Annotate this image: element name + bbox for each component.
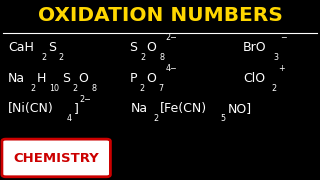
Text: 2: 2 <box>41 53 46 62</box>
Text: 4: 4 <box>67 114 72 123</box>
Text: H: H <box>37 72 46 85</box>
Text: 8: 8 <box>92 84 96 93</box>
Text: 2: 2 <box>153 114 158 123</box>
Text: S: S <box>62 72 70 85</box>
Text: 4−: 4− <box>165 64 177 73</box>
Text: ]: ] <box>74 102 78 115</box>
Text: 8: 8 <box>159 53 164 62</box>
Text: O: O <box>146 72 156 85</box>
Text: Na: Na <box>131 102 148 115</box>
Text: 2: 2 <box>72 84 77 93</box>
FancyBboxPatch shape <box>2 139 110 177</box>
Text: 5: 5 <box>221 114 226 123</box>
Text: −: − <box>280 33 287 42</box>
Text: S: S <box>130 41 138 54</box>
Text: O: O <box>147 41 156 54</box>
Text: [Fe(CN): [Fe(CN) <box>160 102 207 115</box>
Text: OXIDATION NUMBERS: OXIDATION NUMBERS <box>37 6 283 25</box>
Text: NO]: NO] <box>227 102 252 115</box>
Text: O: O <box>79 72 89 85</box>
Text: ClO: ClO <box>243 72 265 85</box>
Text: 2: 2 <box>58 53 63 62</box>
Text: CaH: CaH <box>8 41 34 54</box>
Text: BrO: BrO <box>243 41 267 54</box>
Text: 2: 2 <box>140 53 145 62</box>
Text: Na: Na <box>8 72 25 85</box>
Text: S: S <box>48 41 56 54</box>
Text: P: P <box>130 72 137 85</box>
Text: +: + <box>278 64 285 73</box>
Text: 2: 2 <box>139 84 144 93</box>
Text: 3: 3 <box>274 53 279 62</box>
Text: 2: 2 <box>30 84 35 93</box>
Text: 7: 7 <box>159 84 164 93</box>
Text: 2: 2 <box>272 84 277 93</box>
Text: 2−: 2− <box>80 94 92 103</box>
Text: CHEMISTRY: CHEMISTRY <box>13 152 99 165</box>
Text: [Ni(CN): [Ni(CN) <box>8 102 54 115</box>
Text: 2−: 2− <box>166 33 178 42</box>
Text: 10: 10 <box>49 84 59 93</box>
